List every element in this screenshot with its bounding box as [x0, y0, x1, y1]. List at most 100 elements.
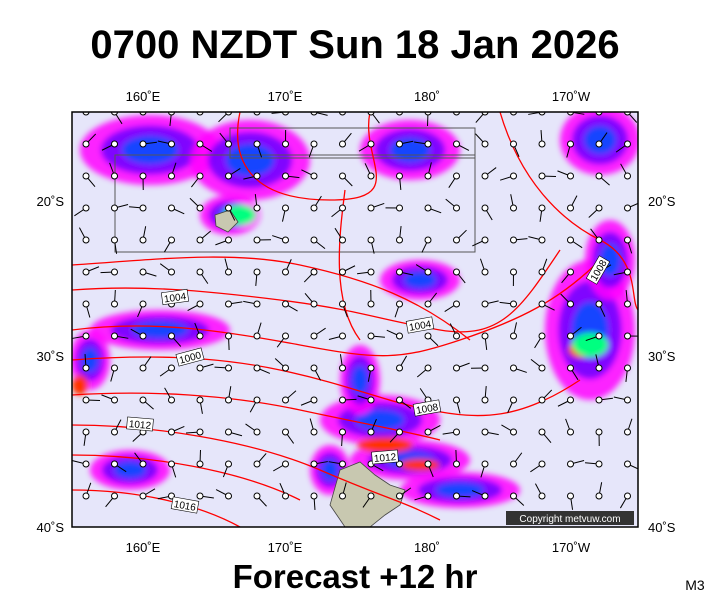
station — [169, 269, 175, 275]
station — [454, 301, 460, 307]
station — [368, 141, 374, 147]
station — [425, 301, 431, 307]
precip-core — [72, 375, 88, 395]
station — [311, 365, 317, 371]
station — [226, 429, 232, 435]
station — [568, 301, 574, 307]
station — [482, 205, 488, 211]
isobar-value: 1012 — [128, 419, 152, 432]
station — [197, 141, 203, 147]
station — [454, 397, 460, 403]
lon-label-bottom: 180˚ — [414, 540, 440, 555]
station — [482, 173, 488, 179]
station — [625, 429, 631, 435]
station — [197, 493, 203, 499]
station — [340, 301, 346, 307]
station — [425, 205, 431, 211]
station — [197, 429, 203, 435]
station — [112, 429, 118, 435]
station — [596, 493, 602, 499]
station — [112, 493, 118, 499]
station — [254, 429, 260, 435]
station — [283, 237, 289, 243]
station — [511, 269, 517, 275]
map-area: Copyright metvuw.com 1004100410001008100… — [70, 98, 641, 527]
station — [197, 333, 203, 339]
station — [140, 333, 146, 339]
station — [226, 173, 232, 179]
station — [454, 237, 460, 243]
station — [140, 173, 146, 179]
station — [368, 397, 374, 403]
station — [482, 301, 488, 307]
station — [226, 397, 232, 403]
station — [140, 365, 146, 371]
station — [397, 429, 403, 435]
station — [311, 493, 317, 499]
station — [83, 365, 89, 371]
station — [368, 429, 374, 435]
station — [425, 173, 431, 179]
title: 0700 NZDT Sun 18 Jan 2026 — [90, 23, 619, 67]
station — [340, 493, 346, 499]
station — [112, 301, 118, 307]
station — [596, 429, 602, 435]
station — [568, 173, 574, 179]
station — [625, 365, 631, 371]
lat-label-right: 40˚S — [648, 520, 676, 535]
station — [482, 493, 488, 499]
station — [340, 269, 346, 275]
station — [340, 429, 346, 435]
station — [511, 429, 517, 435]
station — [511, 333, 517, 339]
station — [197, 205, 203, 211]
station — [254, 301, 260, 307]
station — [311, 269, 317, 275]
station — [169, 237, 175, 243]
station — [368, 301, 374, 307]
lon-label-top: 160˚E — [126, 89, 161, 104]
station — [340, 141, 346, 147]
station — [112, 269, 118, 275]
station — [311, 141, 317, 147]
station — [340, 461, 346, 467]
lat-label-left: 30˚S — [37, 349, 65, 364]
station — [454, 269, 460, 275]
station — [596, 205, 602, 211]
station — [226, 141, 232, 147]
station — [596, 173, 602, 179]
station — [454, 429, 460, 435]
station — [226, 493, 232, 499]
station — [539, 141, 545, 147]
station — [482, 269, 488, 275]
station — [283, 173, 289, 179]
precip-blob — [584, 126, 616, 154]
precip-core — [400, 459, 440, 471]
station — [568, 141, 574, 147]
station — [368, 237, 374, 243]
station — [140, 237, 146, 243]
station — [539, 493, 545, 499]
station — [539, 237, 545, 243]
station — [311, 237, 317, 243]
station — [539, 333, 545, 339]
station — [397, 269, 403, 275]
station — [368, 269, 374, 275]
station — [625, 461, 631, 467]
station — [425, 461, 431, 467]
station — [197, 269, 203, 275]
station — [83, 397, 89, 403]
station — [112, 461, 118, 467]
station — [397, 205, 403, 211]
station — [482, 429, 488, 435]
station — [568, 461, 574, 467]
station — [511, 141, 517, 147]
station — [539, 301, 545, 307]
model-label: M3 — [685, 577, 705, 593]
station — [625, 397, 631, 403]
station — [568, 397, 574, 403]
lon-label-top: 180˚ — [414, 89, 440, 104]
station — [625, 269, 631, 275]
station — [83, 493, 89, 499]
station — [83, 301, 89, 307]
